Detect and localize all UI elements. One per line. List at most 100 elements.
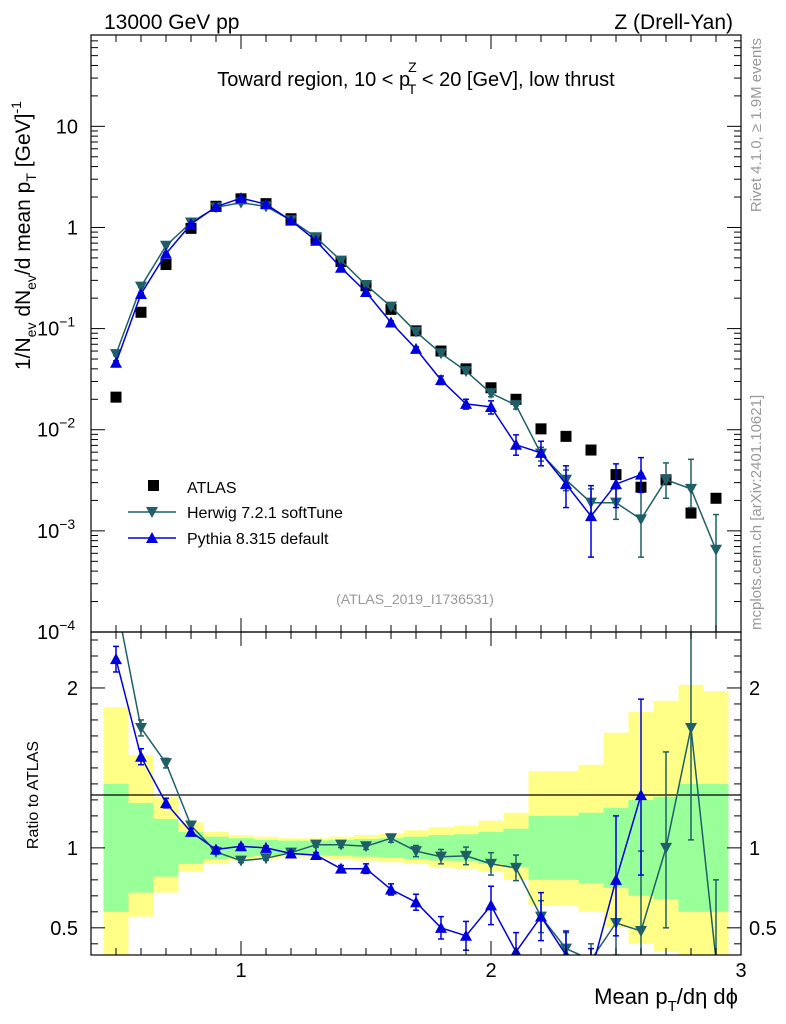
herwig-point [460, 366, 472, 378]
pythia-point [135, 287, 147, 299]
ratio-y-tick-label-right: 2 [749, 678, 760, 700]
herwig-point [710, 544, 722, 556]
ratio-uncertainty-bands [103, 684, 729, 955]
x-tick-label: 2 [485, 960, 496, 982]
legend-marker-pythia [146, 532, 158, 543]
main-y-tick-label: 1 [67, 217, 78, 239]
pythia-point [460, 397, 472, 409]
process-label: Z (Drell-Yan) [614, 11, 733, 34]
ratio-pythia-point [435, 921, 447, 933]
atlas-point [110, 391, 122, 403]
ratio-y-tick-label: 1 [67, 838, 78, 860]
pythia-line [115, 197, 642, 518]
atlas-point [535, 423, 547, 435]
main-y-tick-label: 10 [56, 116, 78, 138]
atlas-point [585, 444, 597, 456]
ratio-pythia-point [610, 873, 622, 885]
pythia-point [360, 286, 372, 298]
ratio-pythia-point [535, 910, 547, 922]
ratio-herwig-point [110, 595, 122, 606]
ratio-herwig-point [685, 722, 697, 734]
plot-title: Toward region, 10 < pZ T < 20 [GeV], low … [217, 59, 615, 97]
ratio-y-tick-label: 0.5 [50, 918, 78, 940]
atlas-point [710, 492, 722, 504]
analysis-id-watermark: (ATLAS_2019_I1736531) [336, 591, 494, 607]
main-plot-area [110, 192, 722, 632]
herwig-line [115, 201, 717, 551]
x-tick-label: 1 [235, 960, 246, 982]
ratio-y-tick-label-right: 1 [749, 838, 760, 860]
pythia-point [485, 400, 497, 412]
pythia-point [560, 478, 572, 490]
pythia-point [510, 438, 522, 450]
ratio-herwig-point [585, 954, 597, 955]
band-inner-bin [528, 815, 554, 880]
ratio-pythia-point [110, 653, 122, 665]
ratio-pythia-point [285, 847, 297, 859]
ratio-pythia-point [460, 929, 472, 941]
legend-marker-atlas [148, 480, 159, 491]
ratio-pythia-point [385, 883, 397, 895]
herwig-point [110, 349, 122, 361]
herwig-point [385, 301, 397, 313]
herwig-point [360, 279, 372, 291]
ratio-herwig-point [435, 851, 447, 863]
ratio-herwig-point [385, 833, 397, 845]
pythia-point [635, 468, 647, 480]
ratio-y-axis-label: Ratio to ATLAS [25, 741, 42, 849]
main-panel: 10 1 10−1 10−2 10−3 10−4 [37, 34, 742, 644]
herwig-point [510, 400, 522, 412]
ratio-herwig-point [335, 839, 347, 851]
ratio-plot-area [110, 595, 722, 955]
ratio-pythia-point [310, 849, 322, 861]
legend-label-pythia: Pythia 8.315 default [187, 531, 329, 548]
band-inner-bin [153, 819, 179, 877]
legend-marker-herwig [146, 507, 158, 518]
pythia-point [110, 356, 122, 368]
ratio-pythia-point [235, 840, 247, 852]
atlas-point [510, 393, 522, 405]
ratio-panel-frame [90, 631, 742, 956]
pythia-point [435, 374, 447, 386]
band-inner-bin [553, 815, 579, 880]
ratio-y-tick-label-right: 0.5 [749, 918, 777, 940]
ratio-herwig-point [660, 842, 672, 854]
pythia-point [235, 192, 247, 204]
ratio-pythia-point [410, 896, 422, 908]
band-inner-bin [103, 783, 129, 912]
ratio-pythia-point [485, 899, 497, 911]
herwig-point [135, 281, 147, 293]
main-y-axis-label: 1/Nev dNev/d mean pT [GeV]-1 [8, 101, 39, 370]
herwig-point [660, 474, 672, 486]
atlas-point [135, 306, 147, 318]
ratio-pythia-point [260, 841, 272, 853]
ratio-herwig-point [235, 855, 247, 867]
ratio-panel: 0.5 0.5 1 1 2 2 1 2 3 [50, 595, 777, 982]
herwig-point [160, 240, 172, 252]
ratio-pythia-point [335, 862, 347, 874]
pythia-point [310, 234, 322, 246]
x-tick-label: 3 [735, 960, 746, 982]
pythia-point [585, 510, 597, 522]
ratio-pythia-line [115, 659, 642, 955]
ratio-pythia-point [135, 750, 147, 762]
rivet-version-label: Rivet 4.1.0, ≥ 1.9M events [748, 38, 765, 212]
pythia-point [260, 198, 272, 210]
ratio-herwig-point [510, 862, 522, 874]
ratio-herwig-point [410, 846, 422, 858]
band-inner-bin [128, 803, 154, 893]
legend-label-atlas: ATLAS [187, 480, 237, 497]
pythia-point [385, 316, 397, 328]
ratio-herwig-point [160, 758, 172, 770]
energy-label: 13000 GeV pp [104, 11, 239, 34]
ratio-herwig-point [310, 839, 322, 851]
herwig-point [435, 348, 447, 360]
ratio-herwig-point [635, 926, 647, 938]
ratio-pythia-point [210, 843, 222, 855]
herwig-point [485, 388, 497, 400]
band-inner-bin [378, 838, 404, 858]
pythia-point [210, 200, 222, 212]
pythia-point [185, 218, 197, 230]
ratio-herwig-point [135, 722, 147, 734]
